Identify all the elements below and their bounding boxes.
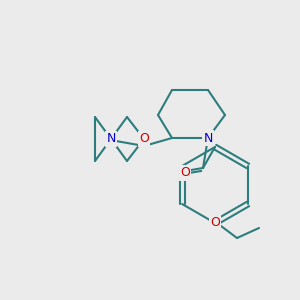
- Text: N: N: [203, 131, 213, 145]
- Text: O: O: [210, 217, 220, 230]
- Text: O: O: [180, 167, 190, 179]
- Text: N: N: [106, 133, 116, 146]
- Text: O: O: [139, 133, 149, 146]
